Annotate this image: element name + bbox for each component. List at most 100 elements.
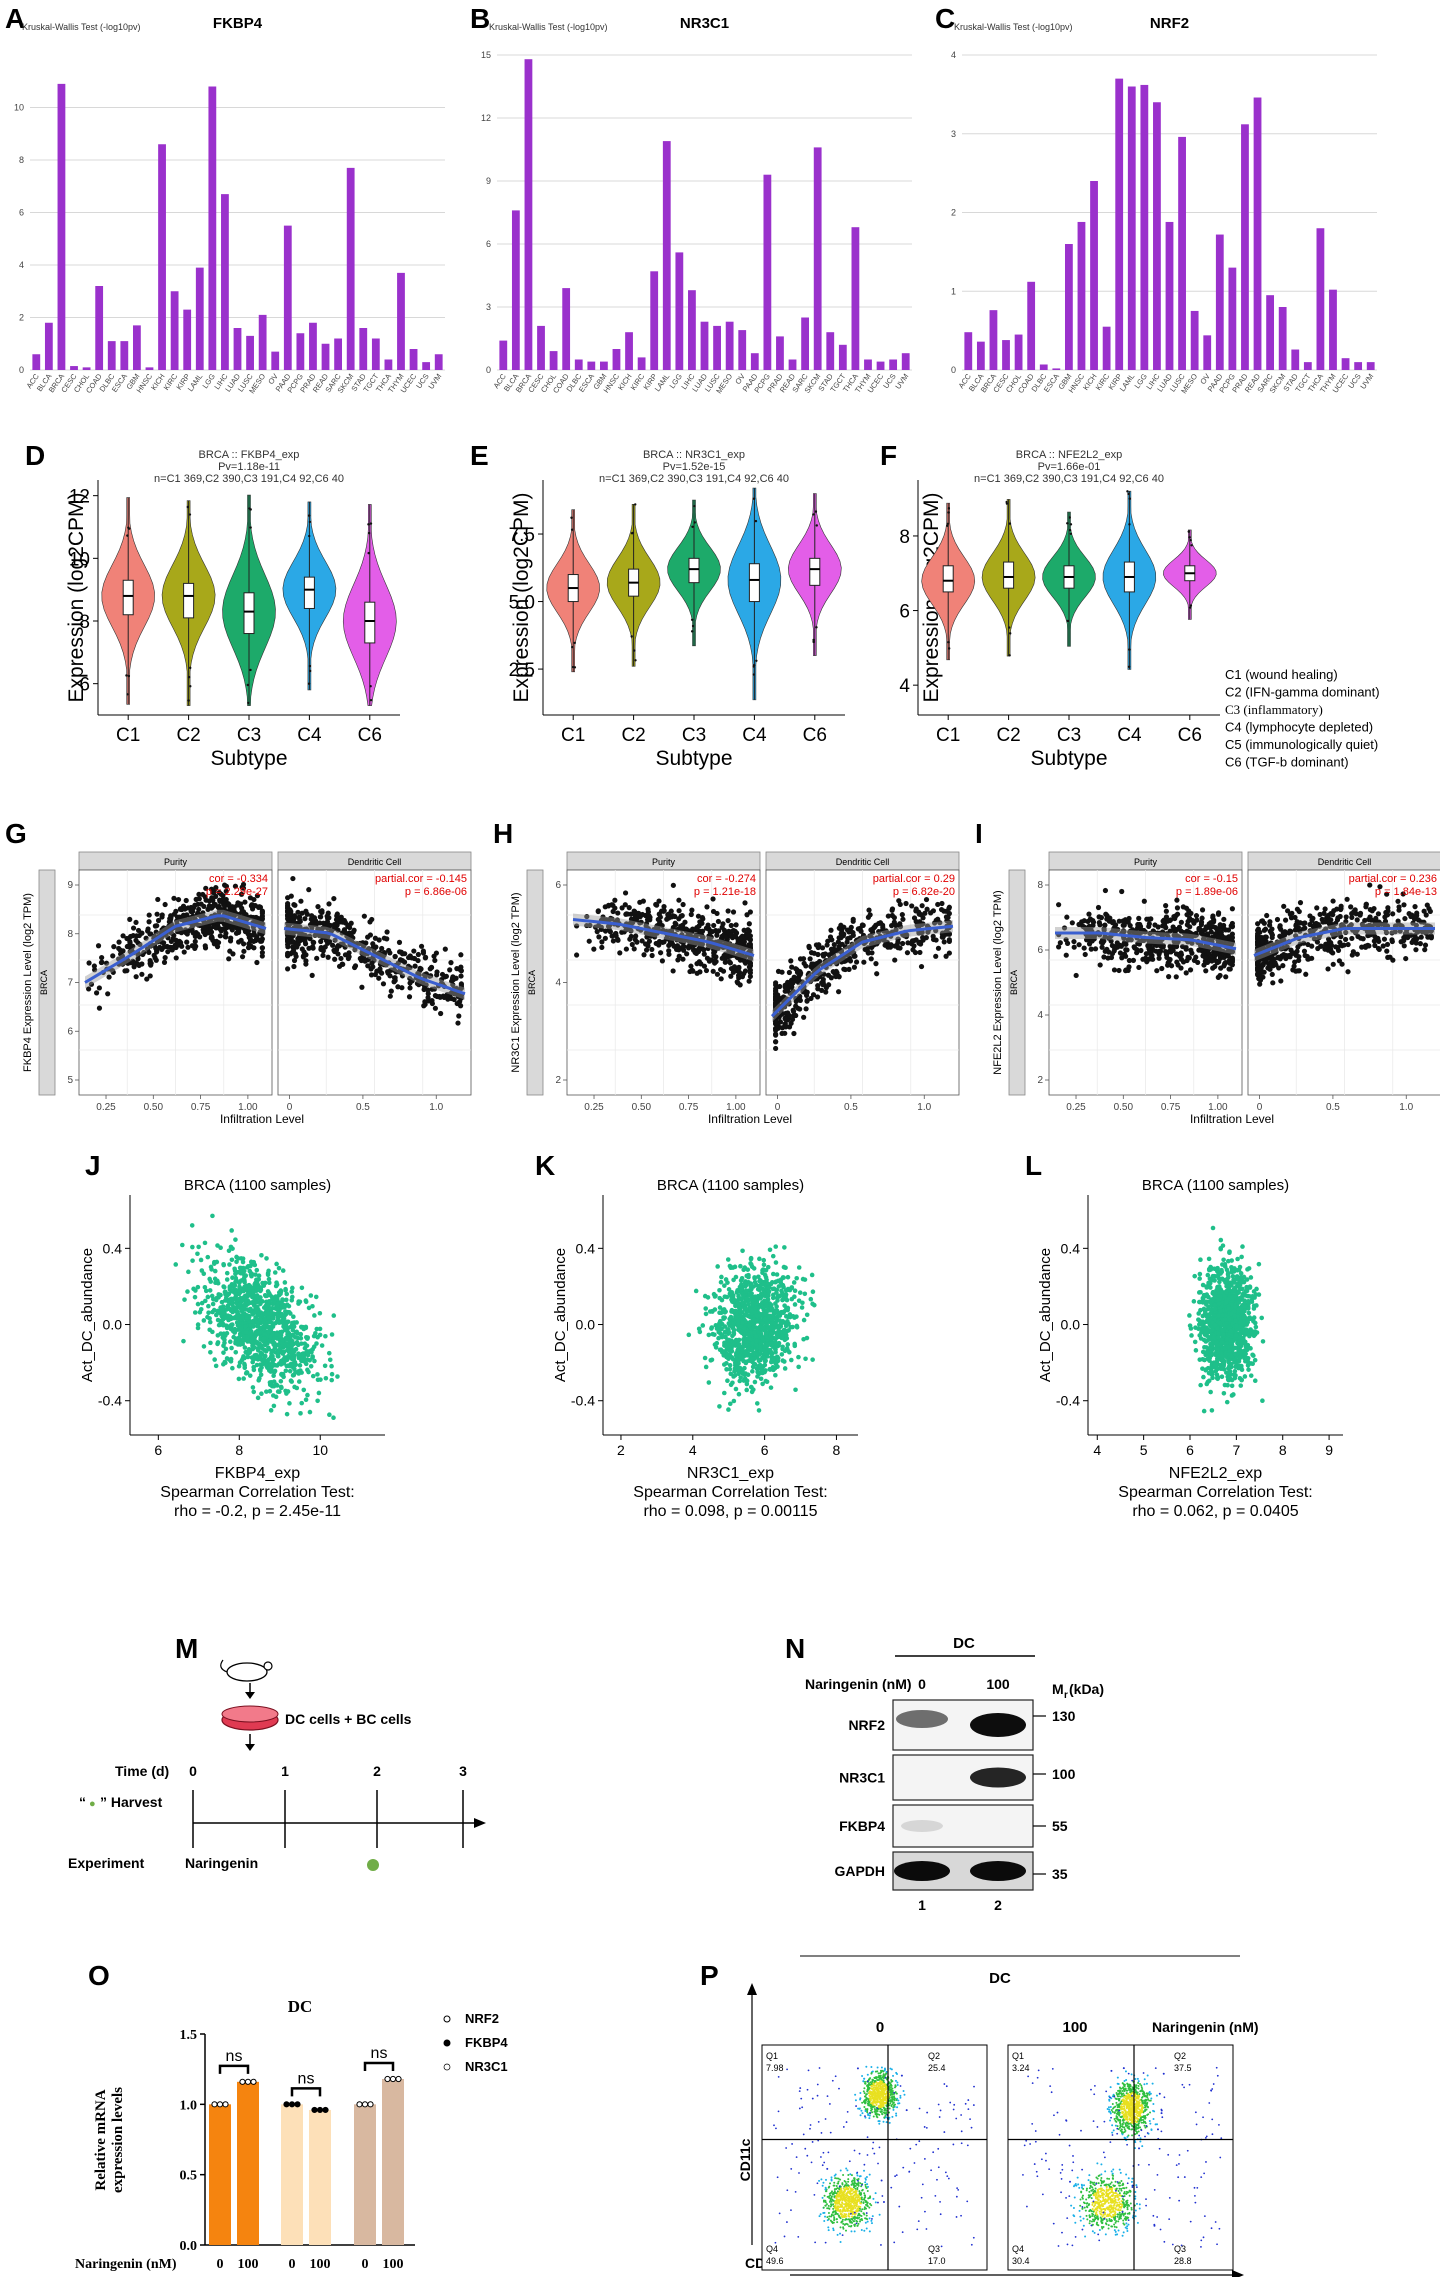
scatter-point — [458, 973, 464, 979]
scatter-point — [918, 963, 925, 970]
violin-outlier — [691, 624, 695, 628]
bar-CHOL — [549, 351, 558, 370]
violin-xtick: C2 — [621, 725, 645, 746]
scatter-point — [265, 1289, 271, 1294]
scatter-point — [670, 968, 676, 974]
violin-box-C4 — [303, 576, 315, 609]
violin-box-C3 — [688, 557, 700, 584]
scatter-point — [866, 907, 872, 913]
scatter-point — [345, 923, 351, 929]
scatter-point — [1099, 944, 1105, 950]
scatter-point — [1381, 936, 1388, 942]
bar-HNSC — [612, 349, 621, 370]
scatter-point — [267, 1388, 273, 1394]
scatter-point — [1073, 972, 1079, 979]
scatter-point — [303, 1397, 309, 1403]
scatter-point — [155, 896, 161, 903]
scatter-point — [244, 1370, 250, 1375]
scatter-point — [1102, 887, 1109, 894]
scatter-point — [285, 950, 291, 957]
scatter-point — [288, 893, 294, 899]
scatter-point — [789, 964, 795, 970]
scatter-point — [254, 1287, 260, 1293]
bar-PRAD — [776, 336, 784, 370]
scatter-point — [715, 918, 722, 925]
violin-outlier — [570, 528, 574, 531]
scatter-point — [244, 1313, 250, 1318]
bar-ytick: 6 — [486, 239, 491, 249]
scatter-point — [632, 909, 638, 915]
scatter-point — [315, 904, 321, 910]
bar-BRCA — [989, 310, 998, 370]
violin-outlier — [1188, 536, 1191, 539]
scatter-point — [285, 1309, 291, 1315]
scatter-point — [93, 990, 100, 996]
scatter-point — [710, 968, 716, 974]
scatter-point — [939, 900, 945, 907]
bar-MESO — [725, 321, 734, 370]
scatter-point — [1362, 917, 1368, 924]
scatter-point — [365, 934, 371, 940]
scatter-point — [1215, 911, 1222, 917]
scatter-point — [215, 1278, 220, 1284]
scatter-point — [704, 904, 710, 910]
violin-outlier — [186, 505, 189, 509]
timer-xtick: 0.5 — [844, 1102, 858, 1113]
scatter-point — [227, 1262, 232, 1267]
scatter-point — [317, 914, 323, 920]
scatter-xtick: 6 — [154, 1442, 162, 1458]
scatter-point — [1069, 920, 1075, 926]
violin-outlier — [189, 666, 192, 670]
scatter-point — [1258, 973, 1265, 980]
scatter-point — [731, 933, 738, 939]
bar-PCPG — [296, 333, 305, 370]
scatter-point — [198, 1257, 204, 1263]
scatter-point — [317, 1332, 323, 1338]
scatter-point — [1136, 964, 1142, 971]
scatter-point — [1270, 980, 1276, 986]
scatter-point — [399, 957, 406, 964]
scatter-point — [271, 1299, 277, 1304]
scatter-point — [1376, 938, 1382, 944]
scatter-point — [253, 1339, 258, 1344]
scatter-point — [280, 1317, 286, 1323]
bar-ytick: 0 — [951, 365, 956, 375]
scatter-point — [240, 1315, 245, 1320]
scatter-point — [290, 875, 296, 882]
scatter-point — [845, 936, 851, 942]
scatter-point — [591, 946, 597, 952]
bar-TGCT — [371, 338, 380, 370]
scatter-point — [221, 1262, 227, 1268]
scatter-point — [242, 1365, 248, 1371]
spearman-result: rho = -0.2, p = 2.45e-11 — [174, 1503, 341, 1520]
scatter-point — [1255, 940, 1261, 946]
scatter-point — [232, 1330, 238, 1335]
scatter-point — [1193, 954, 1199, 960]
scatter-point — [182, 906, 188, 912]
bar-LUAD — [700, 321, 709, 370]
scatter-point — [299, 1400, 305, 1406]
scatter-point — [458, 964, 464, 970]
scatter-point — [782, 988, 788, 994]
scatter-point — [733, 922, 739, 928]
scatter-point — [224, 1325, 230, 1331]
scatter-point — [217, 933, 223, 939]
scatter-point — [213, 1297, 219, 1303]
bar-ESCA — [1052, 368, 1061, 370]
scatter-point — [1096, 920, 1102, 926]
scatter-point — [279, 1385, 284, 1391]
scatter-point — [303, 1324, 309, 1330]
scatter-point — [793, 1012, 799, 1019]
scatter-point — [429, 1000, 435, 1007]
correlation-value: partial.cor = -0.145 — [375, 873, 467, 885]
scatter-point — [1401, 902, 1407, 908]
scatter-point — [1357, 910, 1364, 916]
violin-pvalue: Pv=1.18e-11 — [218, 461, 280, 473]
scatter-point — [270, 1305, 275, 1311]
scatter-point — [1114, 940, 1120, 946]
scatter-point — [208, 935, 214, 941]
bar-UVM — [901, 353, 910, 370]
correlation-value: partial.cor = 0.29 — [873, 873, 955, 885]
scatter-point — [1417, 941, 1423, 947]
bar-ytick: 2 — [951, 208, 956, 218]
